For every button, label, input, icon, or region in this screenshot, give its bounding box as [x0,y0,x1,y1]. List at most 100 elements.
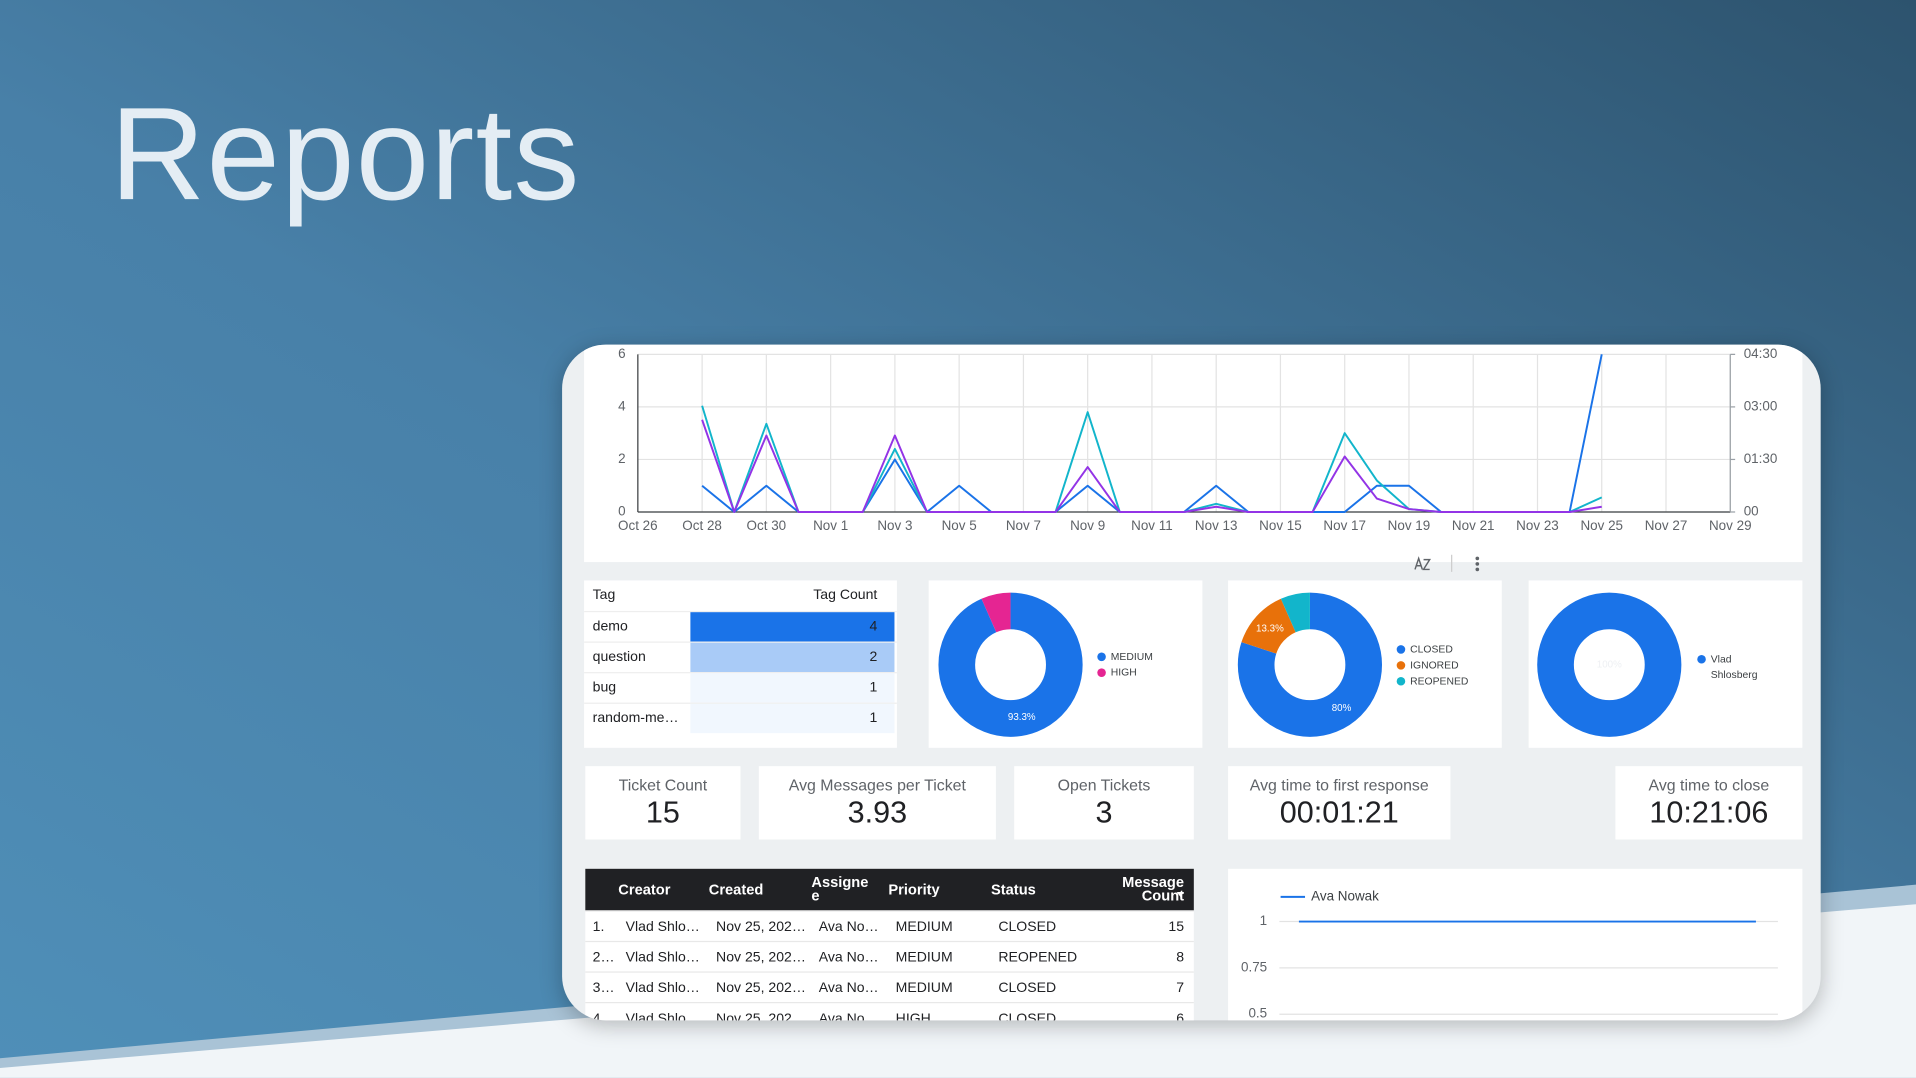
more-menu[interactable] [1475,556,1480,572]
table-cell: Ava No… [818,1011,879,1021]
tag-count: 2 [869,650,878,665]
x-tick-label: Nov 29 [1709,518,1752,533]
y2-tick-label: 04:30 [1744,346,1778,361]
kpi-value: 10:21:06 [1649,795,1769,830]
y-tick-label: 1 [1260,913,1267,928]
table-cell: Vlad Shlo… [625,919,700,935]
tag-count: 4 [869,619,878,635]
legend-label: REOPENED [1410,674,1469,687]
y-tick-label: 0.5 [1248,1006,1267,1021]
table-cell: 4… [592,1011,615,1021]
x-tick-label: Nov 15 [1259,518,1302,533]
kpi: Avg time to close 10:21:06 [1615,766,1803,840]
kpi-label: Avg time to close [1648,775,1770,795]
heat-cell [690,673,895,703]
x-tick-label: Nov 13 [1195,518,1238,533]
table-cell: MEDIUM [895,950,953,965]
x-tick-label: Oct 26 [618,518,658,533]
table-cell: CLOSED [998,1011,1057,1021]
y-tick-label: 6 [618,346,625,361]
legend-label: IGNORED [1410,658,1459,671]
table-cell: Vlad Shlo… [625,980,700,996]
kpi-value: 00:01:21 [1279,795,1399,830]
ticket-table: Creator Created Assignee Priority Status Mess… [585,868,1194,1021]
kpi-value: 3.93 [847,795,908,830]
tag-name: random-me… [592,711,679,726]
donut-slice [1537,592,1682,737]
series-line [701,419,1602,513]
table-cell: 7 [1176,980,1185,996]
table-cell: 2… [592,950,615,965]
legend: MEDIUM HIGH [1097,649,1183,681]
table-header: Creator Created Assignee Priority Status Mess… [585,868,1194,911]
legend-item: MEDIUM [1097,649,1183,665]
x-tick-label: Nov 27 [1645,518,1688,533]
table-cell: Vlad Shlo… [625,1011,700,1021]
dot [1475,556,1480,561]
x-tick-label: Nov 19 [1388,518,1431,533]
legend-dot [1396,661,1406,670]
table-cell: MEDIUM [895,919,953,935]
y2-tick-label: 00 [1744,504,1759,519]
dot [1475,567,1480,572]
tag-count: 1 [869,711,878,726]
legend-item: Vlad Shlosberg [1697,651,1761,683]
legend-item: HIGH [1097,665,1183,681]
y-tick-label: 4 [618,398,626,413]
table-cell: MEDIUM [895,980,953,996]
x-tick-label: Nov 11 [1131,518,1173,533]
column-header: Assignee [811,876,869,904]
table-cell: 6 [1176,1011,1185,1021]
legend-item: CLOSED [1396,642,1483,658]
kpi: Avg time to first response 00:01:21 [1228,766,1451,840]
dashboard-graphics: Oct 26 Oct 28 Oct 30 Nov 1 Nov 3 Nov 5 Nov 7 No… [584,344,1803,1021]
kpi: Avg Messages per Ticket 3.93 [758,766,996,840]
y2-tick-label: 03:00 [1744,398,1778,413]
table-row: question 2 [584,641,897,674]
kpi-label: Ticket Count [618,775,708,795]
donut-slice [938,592,1083,737]
y-tick-label: 0.75 [1241,959,1267,974]
panel [1228,868,1803,1021]
kpi-label: Avg time to first response [1249,775,1429,795]
x-tick-label: Nov 1 [813,518,848,533]
legend-dot [1396,676,1406,686]
table-row: 2… Vlad Shlo… Nov 25, 202… Ava No… MEDIUM REO… [585,940,1194,973]
x-tick-label: Nov 23 [1516,518,1559,533]
table-cell: Vlad Shlo… [625,950,700,965]
column-header: Tag Count [813,587,878,603]
table-cell: Ava No… [818,950,879,965]
table-cell: HIGH [895,1011,931,1021]
table-cell: REOPENED [998,950,1078,965]
column-header: Created [708,882,764,897]
x-tick-label: Nov 3 [877,518,912,533]
table-cell: CLOSED [998,980,1057,996]
table-cell: CLOSED [998,919,1057,935]
tag-name: question [592,650,646,665]
tag-name: demo [592,619,628,635]
table-row: random-me… 1 [584,702,897,735]
title: Reports [109,79,581,228]
legend-dot [1097,668,1106,677]
x-tick-label: Oct 30 [747,518,787,533]
kpi-label: Open Tickets [1057,775,1151,795]
slice-label: 93.3% [1008,712,1036,723]
tag-table: Tag Tag Count demo 4 question 2 bug 1 random-me…… [584,580,897,748]
table-cell: Ava No… [818,919,879,935]
sort-icon[interactable] [1414,556,1431,571]
legend-dot [1097,652,1106,662]
heat-cell [690,703,895,734]
kpi-value: 15 [645,795,680,830]
dashboard-card: Oct 26 Oct 28 Oct 30 Nov 1 Nov 3 Nov 5 Nov 7 No… [562,344,1821,1021]
legend-item: REOPENED [1396,673,1483,689]
table-row: 4… Vlad Shlo… Nov 25, 202… Ava No… HIGH CLOSE… [585,1001,1194,1021]
table-cell: Nov 25, 202… [716,1011,806,1021]
kpi: Open Tickets 3 [1014,766,1194,840]
legend-label: CLOSED [1410,642,1453,655]
sort-arrow [1176,892,1185,897]
table-cell: Nov 25, 202… [716,980,806,996]
kpi-value: 3 [1095,795,1113,830]
legend-label: Vlad Shlosberg [1710,652,1758,681]
column-header: Tag [592,587,616,603]
